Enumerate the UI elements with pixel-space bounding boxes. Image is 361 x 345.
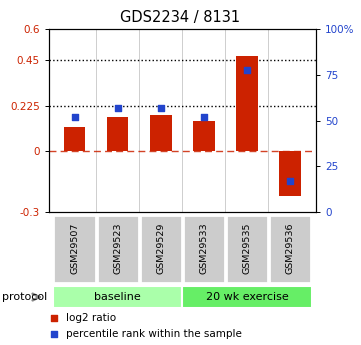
Text: percentile rank within the sample: percentile rank within the sample: [66, 329, 242, 339]
FancyBboxPatch shape: [269, 215, 311, 283]
Point: [115, 105, 121, 111]
Text: protocol: protocol: [2, 292, 47, 302]
Point: [244, 67, 250, 72]
FancyBboxPatch shape: [96, 215, 139, 283]
Text: GSM29523: GSM29523: [113, 222, 122, 274]
Text: GDS2234 / 8131: GDS2234 / 8131: [121, 10, 240, 25]
Bar: [279, 151, 301, 196]
Bar: [107, 117, 129, 151]
Point: [72, 114, 78, 120]
Bar: [236, 56, 258, 151]
Point: [287, 178, 293, 184]
Text: baseline: baseline: [94, 292, 141, 302]
Point: [51, 315, 57, 321]
Text: GSM29529: GSM29529: [156, 222, 165, 274]
FancyBboxPatch shape: [140, 215, 182, 283]
Text: GSM29536: GSM29536: [286, 222, 295, 274]
FancyBboxPatch shape: [183, 215, 225, 283]
FancyBboxPatch shape: [182, 286, 312, 308]
Text: log2 ratio: log2 ratio: [66, 313, 116, 323]
Text: GSM29507: GSM29507: [70, 222, 79, 274]
Text: GSM29535: GSM29535: [243, 222, 251, 274]
FancyBboxPatch shape: [226, 215, 268, 283]
FancyBboxPatch shape: [53, 286, 182, 308]
FancyBboxPatch shape: [53, 215, 96, 283]
Bar: [193, 121, 215, 151]
Point: [51, 331, 57, 337]
Bar: [64, 127, 85, 151]
Bar: [150, 115, 171, 151]
Point: [158, 105, 164, 111]
Text: 20 wk exercise: 20 wk exercise: [205, 292, 288, 302]
Point: [201, 114, 207, 120]
Text: GSM29533: GSM29533: [199, 222, 208, 274]
